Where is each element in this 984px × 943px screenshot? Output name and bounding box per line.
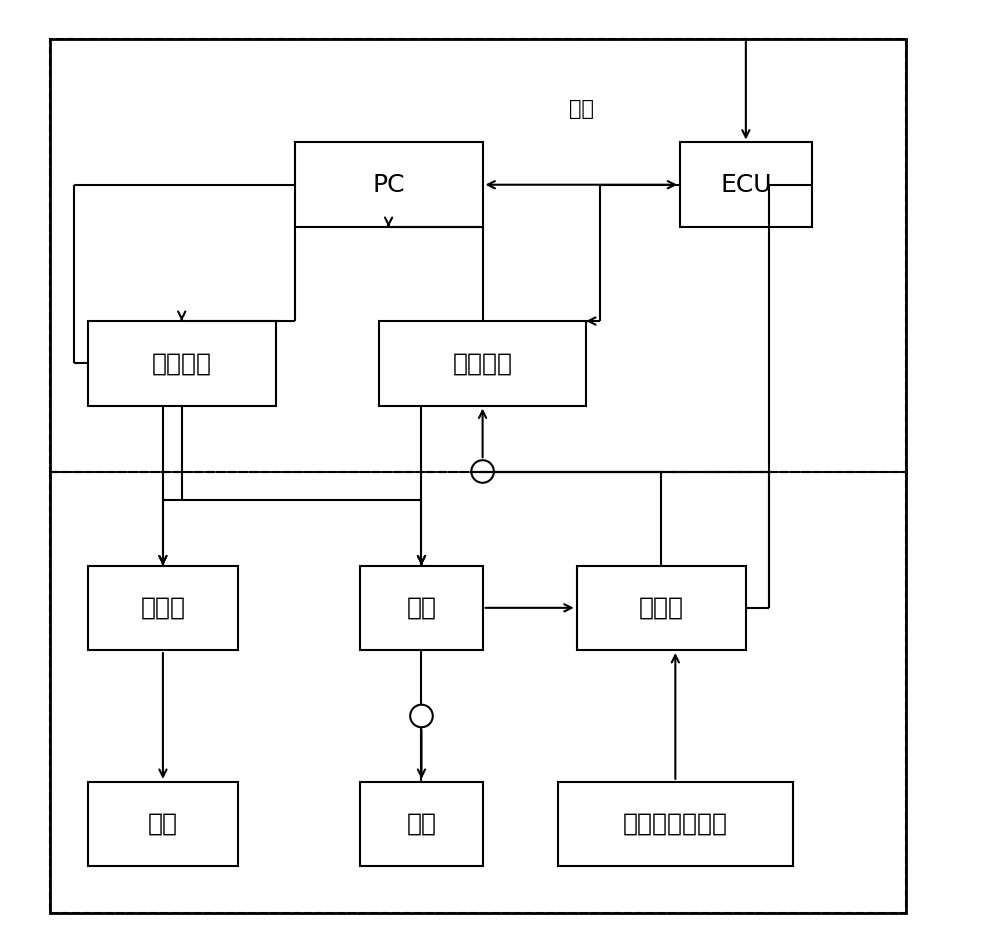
Text: 管路: 管路 xyxy=(148,812,178,836)
FancyBboxPatch shape xyxy=(88,321,276,405)
FancyBboxPatch shape xyxy=(379,321,586,405)
Text: 输出模块: 输出模块 xyxy=(152,352,212,375)
FancyBboxPatch shape xyxy=(88,782,238,867)
Text: 水泵: 水泵 xyxy=(406,596,437,620)
Text: 水箱: 水箱 xyxy=(406,812,437,836)
Text: 传感器: 传感器 xyxy=(639,596,684,620)
Text: 多路电压发生器: 多路电压发生器 xyxy=(623,812,728,836)
FancyBboxPatch shape xyxy=(360,566,482,650)
FancyBboxPatch shape xyxy=(294,142,482,227)
Text: PC: PC xyxy=(372,173,404,197)
Text: 电磁阀: 电磁阀 xyxy=(141,596,185,620)
FancyBboxPatch shape xyxy=(680,142,812,227)
Text: 采集模块: 采集模块 xyxy=(453,352,513,375)
FancyBboxPatch shape xyxy=(558,782,793,867)
FancyBboxPatch shape xyxy=(360,782,482,867)
Text: ECU: ECU xyxy=(720,173,771,197)
FancyBboxPatch shape xyxy=(577,566,746,650)
FancyBboxPatch shape xyxy=(88,566,238,650)
Text: 通讯: 通讯 xyxy=(569,99,593,119)
